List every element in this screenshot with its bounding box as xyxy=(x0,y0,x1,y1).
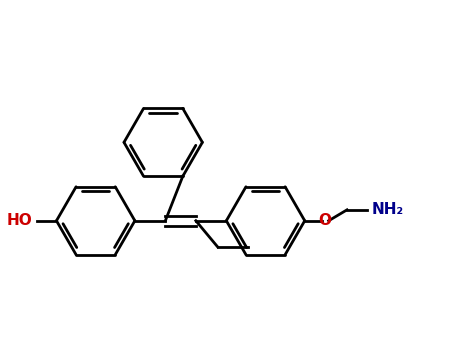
Text: NH₂: NH₂ xyxy=(372,202,404,217)
Text: HO: HO xyxy=(7,213,32,228)
Text: O: O xyxy=(318,213,331,228)
